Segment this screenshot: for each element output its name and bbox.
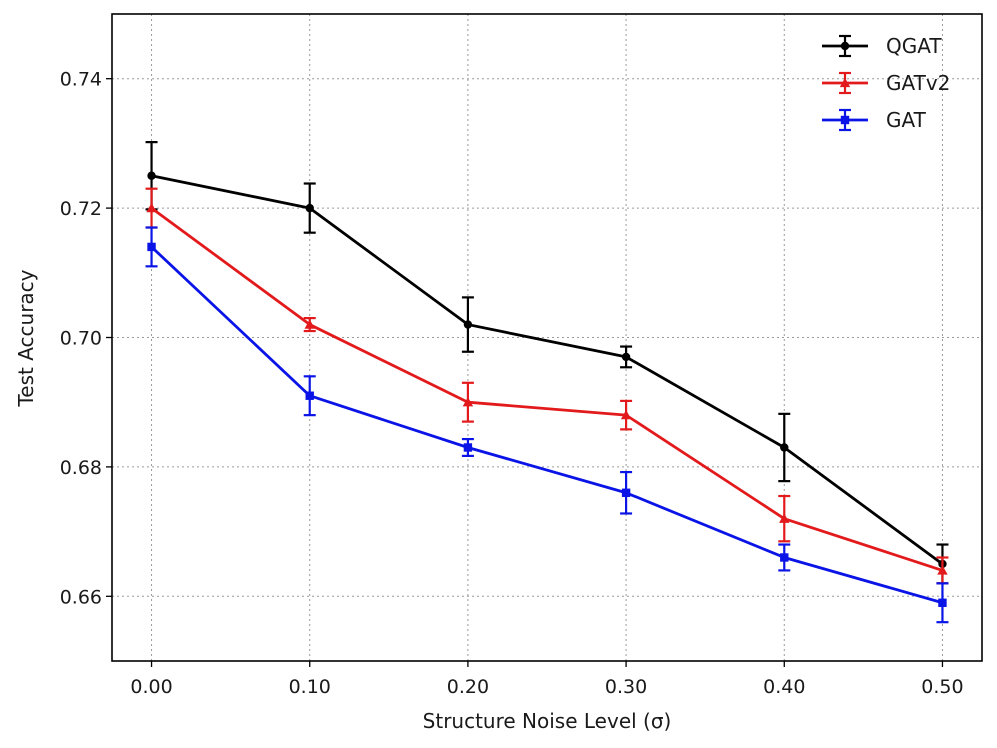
y-axis-ticks: 0.66 0.68 0.70 0.72 0.74 [60, 69, 112, 608]
y-tick-label: 0.68 [60, 457, 102, 479]
x-tick-label: 0.10 [289, 676, 331, 698]
data-point-gatv2 [779, 513, 790, 523]
data-point-gat [305, 391, 314, 400]
legend-label-qgat: QGAT [886, 34, 942, 58]
data-point-gatv2 [937, 565, 948, 575]
legend-label-gatv2: GATv2 [886, 71, 950, 95]
x-tick-label: 0.40 [763, 676, 805, 698]
series-line-qgat [151, 174, 944, 566]
series-group [145, 141, 949, 624]
y-tick-label: 0.70 [60, 328, 102, 350]
series-line-gatv2 [150, 206, 943, 572]
y-tick-label: 0.72 [60, 198, 102, 220]
data-point-gatv2 [146, 202, 157, 213]
legend-item-gat: GAT [822, 108, 927, 132]
x-tick-label: 0.20 [447, 676, 489, 698]
x-tick-label: 0.30 [605, 676, 647, 698]
series-gat [145, 226, 949, 624]
legend-label-gat: GAT [886, 108, 927, 132]
x-axis-label: Structure Noise Level (σ) [423, 709, 672, 733]
data-point-gat [621, 488, 631, 497]
data-point-gat [938, 598, 947, 607]
legend-marker-qgat [840, 41, 850, 51]
data-point-gat [147, 242, 156, 252]
legend-item-gatv2: GATv2 [822, 71, 950, 95]
data-point-qgat [780, 443, 789, 452]
x-tick-label: 0.50 [921, 676, 963, 698]
y-tick-label: 0.74 [60, 69, 102, 91]
legend-item-qgat: QGAT [822, 34, 942, 58]
series-line-gat [150, 245, 943, 605]
legend-marker-gat [840, 115, 850, 125]
y-tick-label: 0.66 [60, 586, 102, 608]
data-point-gatv2 [620, 409, 632, 420]
data-point-gatv2 [462, 397, 474, 407]
data-point-gatv2 [304, 319, 315, 329]
data-point-qgat [305, 203, 314, 213]
legend-marker-gatv2 [839, 77, 851, 88]
data-point-qgat [621, 352, 631, 362]
data-point-qgat [147, 171, 156, 180]
legend: QGAT GATv2 GAT [822, 34, 950, 132]
x-tick-label: 0.00 [130, 676, 172, 698]
grid [112, 14, 982, 661]
y-axis-label: Test Accuracy [14, 269, 38, 407]
data-point-qgat [463, 320, 473, 329]
series-gatv2 [145, 187, 949, 585]
x-axis-ticks: 0.00 0.10 0.20 0.30 0.40 0.50 [130, 661, 964, 698]
data-point-gat [463, 443, 473, 452]
data-point-gat [780, 553, 789, 562]
